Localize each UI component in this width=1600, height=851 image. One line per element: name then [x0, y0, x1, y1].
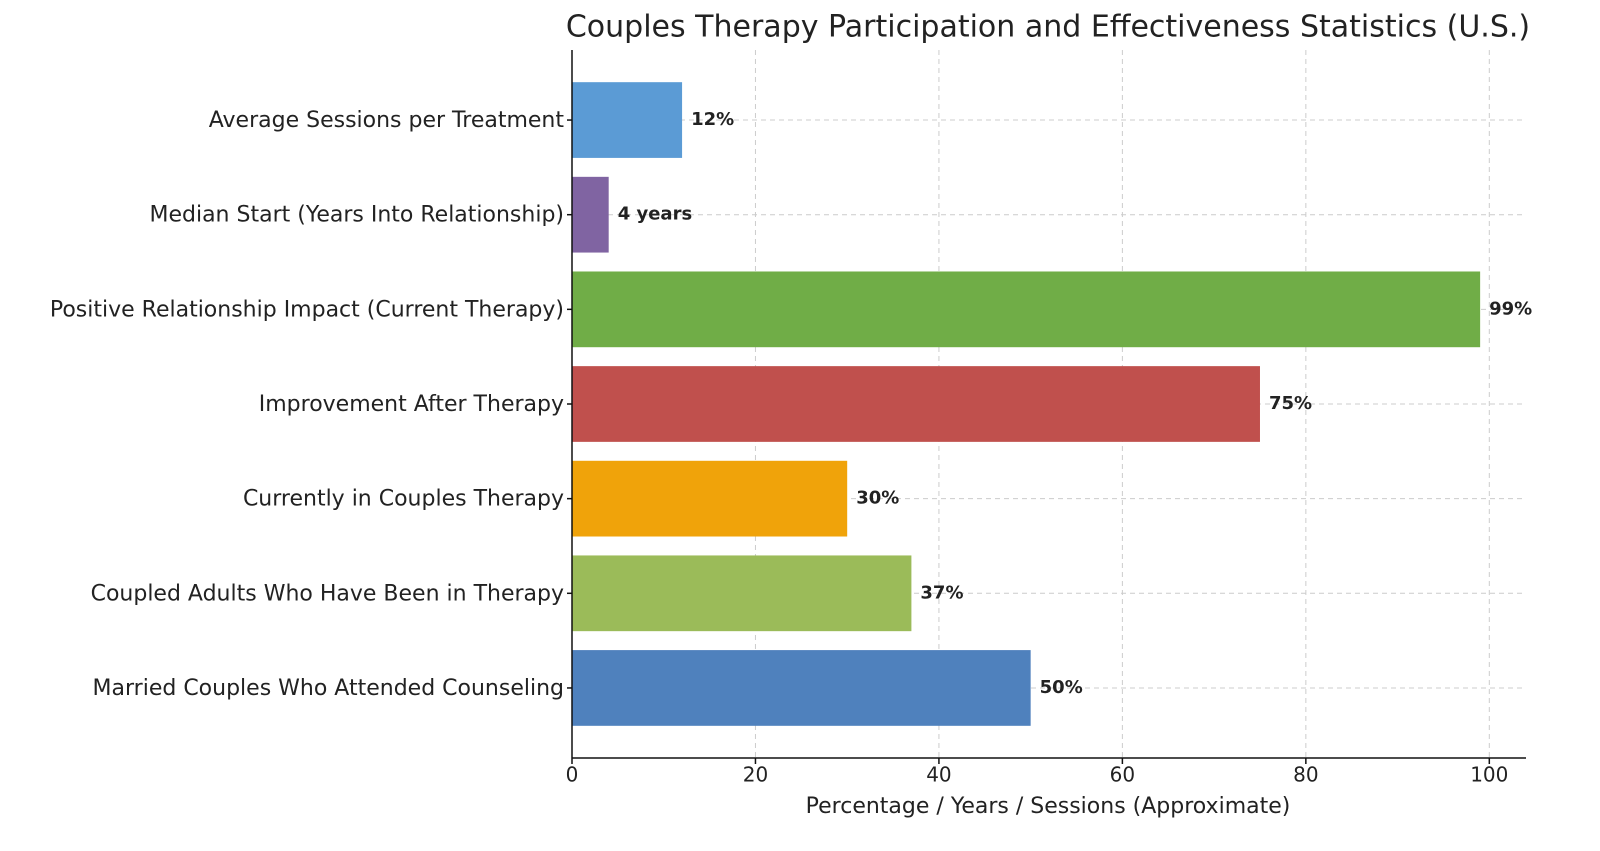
bar: [572, 460, 848, 537]
x-tick-label: 40: [926, 763, 951, 787]
y-tick-label: Coupled Adults Who Have Been in Therapy: [91, 581, 564, 606]
bar: [572, 271, 1481, 348]
bar: [572, 176, 609, 253]
bar: [572, 555, 912, 632]
value-label: 12%: [691, 109, 734, 130]
value-label: 50%: [1040, 677, 1083, 698]
x-tick-label: 100: [1470, 763, 1508, 787]
value-label: 37%: [920, 582, 963, 603]
y-tick-label: Positive Relationship Impact (Current Th…: [50, 297, 564, 322]
bar: [572, 650, 1031, 726]
y-tick-label: Married Couples Who Attended Counseling: [93, 676, 564, 701]
x-tick-label: 60: [1110, 763, 1135, 787]
y-tick-label: Improvement After Therapy: [259, 392, 564, 417]
value-label: 4 years: [618, 204, 692, 225]
bar: [572, 366, 1260, 442]
x-tick-label: 0: [566, 763, 579, 787]
y-tick-label: Average Sessions per Treatment: [209, 108, 565, 133]
value-label: 30%: [856, 488, 899, 509]
chart-title: Couples Therapy Participation and Effect…: [566, 10, 1530, 45]
x-axis-label: Percentage / Years / Sessions (Approxima…: [806, 794, 1291, 819]
value-label: 75%: [1269, 393, 1312, 414]
value-label: 99%: [1489, 298, 1532, 319]
x-tick-label: 80: [1293, 763, 1318, 787]
x-tick-label: 20: [743, 763, 768, 787]
bar: [572, 82, 683, 158]
y-tick-label: Currently in Couples Therapy: [243, 487, 564, 512]
y-tick-label: Median Start (Years Into Relationship): [149, 203, 564, 228]
